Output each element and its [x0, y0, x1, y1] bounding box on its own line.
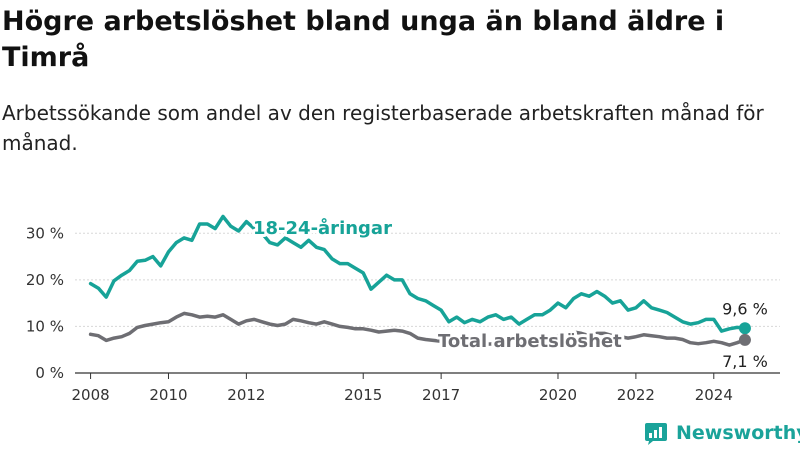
youth-end-point: [738, 322, 751, 335]
youth-series-label: 18-24-åringar: [253, 217, 392, 239]
chart-title: Högre arbetslöshet bland unga än bland ä…: [2, 6, 725, 73]
x-tick-label: 2020: [539, 386, 577, 404]
y-tick-label: 20 %: [26, 271, 64, 289]
brand-logo: Newsworthy: [644, 420, 800, 446]
y-tick-label: 10 %: [26, 317, 64, 335]
x-tick-label: 2024: [695, 386, 733, 404]
total-series-label-halo: Total arbetslöshet: [438, 331, 622, 352]
y-tick-label: 30 %: [26, 224, 64, 242]
chart-subtitle: Arbetssökande som andel av den registerb…: [2, 101, 764, 155]
x-tick-label: 2022: [617, 386, 655, 404]
x-tick-label: 2015: [344, 386, 382, 404]
total-end-label: 7,1 %: [722, 352, 768, 371]
youth-end-label: 9,6 %: [722, 299, 768, 318]
brand-name: Newsworthy: [676, 422, 800, 444]
x-tick-label: 2010: [149, 386, 187, 404]
x-tick-label: 2017: [422, 386, 460, 404]
x-tick-label: 2008: [71, 386, 109, 404]
youth-series-line: [88, 214, 747, 333]
x-tick-label: 2012: [227, 386, 265, 404]
total-series-label: Total arbetslöshet: [438, 331, 622, 352]
total-series-line: [88, 311, 747, 347]
newsworthy-logo-icon: [645, 423, 667, 445]
total-end-point: [738, 333, 751, 346]
youth-series-label-halo: 18-24-åringar: [253, 217, 392, 239]
y-tick-label: 0 %: [35, 364, 64, 382]
